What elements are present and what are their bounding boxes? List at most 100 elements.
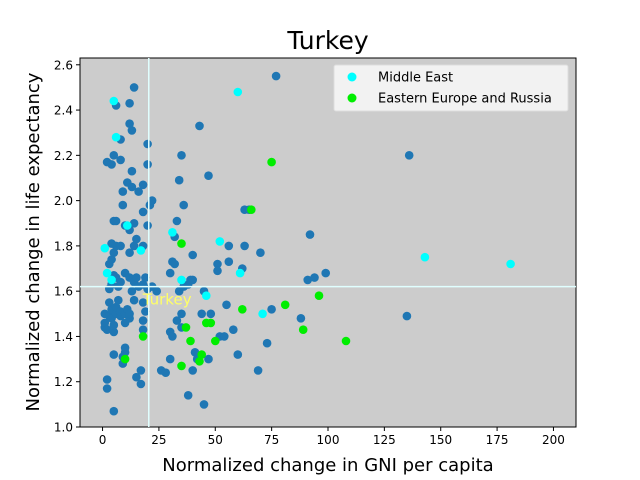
- y-tick-label: 2.0: [54, 194, 73, 208]
- data-point-s0-33: [138, 325, 148, 335]
- data-point-s0-89: [125, 99, 134, 108]
- data-point-s0-88: [127, 126, 137, 135]
- data-point-s0-59: [129, 241, 139, 251]
- data-point-s0-77: [138, 180, 148, 190]
- data-point-s0-22: [120, 343, 130, 353]
- data-point-s0-98: [177, 309, 186, 319]
- data-point-s0-95: [165, 354, 175, 364]
- data-point-s0-62: [107, 239, 116, 248]
- x-tick-label: 25: [151, 433, 166, 447]
- data-point-s1-12: [233, 87, 243, 97]
- data-point-s0-148: [402, 311, 412, 321]
- data-point-s0-82: [127, 166, 137, 176]
- data-point-s0-133: [240, 241, 249, 251]
- data-point-s0-117: [197, 309, 206, 319]
- data-point-s2-7: [197, 350, 206, 359]
- ticks-layer: 0 25 50 75 100 125 150 175 200 1.0 1.2 1.4 1.6 1.8 2.0…: [54, 58, 565, 447]
- data-point-s0-27: [125, 309, 134, 319]
- y-tick-label: 2.4: [54, 104, 73, 118]
- data-point-s0-146: [321, 268, 331, 278]
- data-point-s2-1: [138, 332, 148, 341]
- data-point-s0-79: [107, 160, 116, 169]
- highlight-layer: Turkey: [80, 58, 576, 427]
- data-point-s0-127: [224, 257, 234, 267]
- data-point-s0-81: [116, 155, 125, 165]
- data-point-s0-120: [204, 354, 213, 364]
- data-point-s1-3: [109, 96, 119, 106]
- data-point-s0-68: [129, 219, 139, 228]
- data-point-s0-13: [109, 320, 119, 330]
- data-point-s0-28: [127, 286, 137, 296]
- data-point-s0-94: [168, 332, 177, 341]
- data-point-s0-64: [111, 216, 121, 226]
- x-tick-label: 75: [264, 433, 279, 447]
- y-tick-label: 1.0: [54, 421, 73, 435]
- data-point-s0-73: [118, 187, 128, 196]
- data-point-s0-0: [102, 375, 112, 384]
- x-tick-label: 175: [486, 433, 509, 447]
- legend: Middle East Eastern Europe and Russia: [333, 64, 569, 112]
- data-point-s2-0: [120, 354, 130, 364]
- data-point-s0-83: [143, 160, 152, 169]
- data-point-s0-92: [161, 368, 170, 378]
- data-point-s0-135: [253, 366, 263, 375]
- data-point-s0-5: [102, 325, 112, 335]
- data-point-s0-90: [129, 83, 139, 92]
- data-point-s2-9: [206, 318, 216, 328]
- data-point-s0-143: [303, 275, 313, 285]
- data-point-s0-130: [233, 350, 243, 359]
- legend-marker: [347, 72, 357, 82]
- data-point-s2-5: [186, 336, 195, 346]
- data-point-s2-10: [211, 336, 220, 346]
- data-point-s0-106: [188, 275, 197, 285]
- data-point-s0-110: [177, 151, 186, 160]
- data-point-s0-138: [267, 305, 276, 314]
- data-point-s1-10: [215, 237, 225, 246]
- data-point-s0-114: [188, 366, 197, 375]
- data-point-s0-72: [147, 196, 157, 205]
- data-point-s2-3: [177, 361, 186, 371]
- data-point-s1-8: [177, 275, 186, 285]
- data-point-s0-139: [271, 71, 281, 81]
- data-point-s0-60: [132, 234, 141, 244]
- data-point-s0-42: [116, 277, 125, 287]
- data-point-s1-6: [136, 246, 146, 255]
- data-point-s1-15: [506, 259, 515, 269]
- data-point-s0-137: [262, 338, 272, 348]
- data-point-s1-11: [235, 268, 245, 278]
- chart-title: Turkey: [286, 26, 369, 55]
- data-point-s2-11: [238, 305, 247, 314]
- data-point-s0-122: [213, 259, 222, 269]
- data-point-s0-96: [172, 316, 182, 325]
- data-point-s0-32: [136, 366, 146, 375]
- data-point-s0-70: [143, 221, 152, 230]
- data-point-s0-10: [109, 406, 119, 416]
- x-tick-label: 150: [429, 433, 452, 447]
- x-tick-label: 125: [373, 433, 396, 447]
- data-point-s0-46: [132, 273, 141, 282]
- x-axis-label: Normalized change in GNI per capita: [162, 455, 493, 476]
- data-point-s2-17: [341, 336, 351, 346]
- data-point-s0-144: [305, 230, 315, 239]
- data-point-s0-113: [183, 391, 193, 400]
- data-point-s1-9: [202, 291, 211, 301]
- data-point-s0-145: [310, 273, 319, 282]
- data-point-s0-34: [138, 316, 148, 325]
- data-point-s0-129: [229, 325, 238, 335]
- data-point-s2-6: [195, 357, 204, 366]
- data-point-s2-15: [298, 325, 308, 335]
- data-point-s0-109: [174, 175, 184, 185]
- data-point-s0-12: [109, 327, 119, 337]
- data-point-s2-2: [177, 239, 186, 248]
- data-point-s0-31: [136, 379, 146, 389]
- data-point-s2-13: [267, 157, 276, 167]
- x-tick-label: 100: [317, 433, 340, 447]
- data-point-s0-36: [138, 298, 148, 307]
- data-point-s0-115: [190, 348, 200, 357]
- data-point-s0-141: [204, 171, 213, 180]
- data-point-s0-80: [109, 151, 119, 160]
- legend-box: [333, 64, 569, 112]
- data-point-s0-57: [116, 241, 125, 251]
- data-point-s0-121: [206, 309, 216, 319]
